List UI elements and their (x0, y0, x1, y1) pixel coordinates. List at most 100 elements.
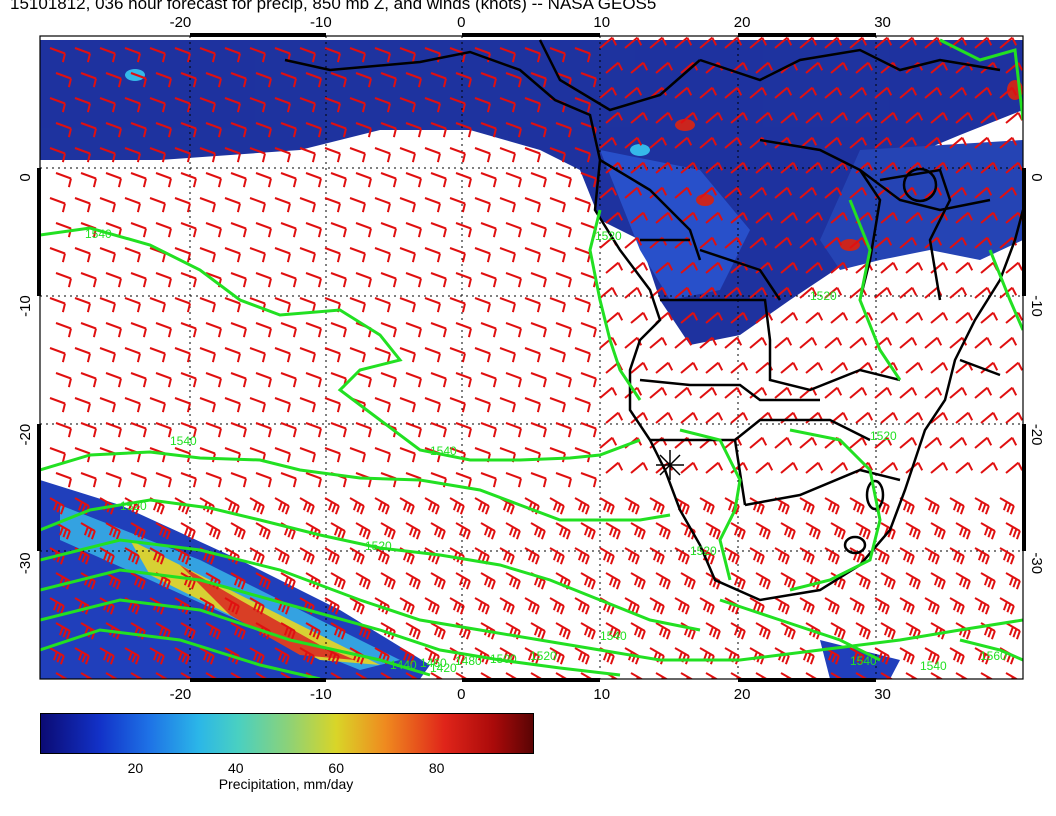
wind-barb (280, 272, 297, 288)
wind-barb (399, 297, 416, 313)
wind-barb (349, 247, 366, 263)
wind-barb (505, 172, 522, 188)
wind-barb (830, 261, 849, 274)
wind-barb (730, 461, 749, 474)
wind-barb (949, 547, 965, 565)
contour-label: 1540 (850, 654, 877, 668)
wind-barb (474, 497, 490, 515)
wind-barb (399, 247, 416, 263)
wind-barb (405, 72, 422, 88)
wind-barb (330, 572, 346, 590)
wind-barb (605, 211, 624, 224)
wind-barb (480, 672, 494, 679)
wind-barb (105, 422, 122, 438)
wind-barb (724, 497, 740, 515)
wind-barb (580, 372, 597, 388)
wind-barb (674, 547, 690, 565)
wind-barb (680, 111, 699, 124)
wind-barb (455, 122, 472, 138)
wind-barb (174, 547, 190, 565)
wind-barb (355, 572, 371, 590)
wind-barb (755, 572, 771, 590)
wind-barb (449, 147, 466, 163)
wind-barb (155, 522, 171, 540)
wind-barb (830, 311, 849, 324)
wind-barb (824, 236, 843, 249)
wind-barb (874, 36, 893, 49)
wind-barb (49, 597, 65, 615)
wind-barb (880, 111, 899, 124)
wind-barb (605, 111, 624, 124)
wind-barb (874, 647, 890, 665)
wind-barb (574, 97, 591, 113)
wind-barb (330, 272, 347, 288)
wind-barb (880, 311, 899, 324)
wind-barb (455, 422, 472, 438)
wind-barb (624, 236, 643, 249)
wind-barb (349, 647, 365, 665)
wind-barb (455, 172, 472, 188)
wind-barb (849, 336, 868, 349)
wind-barb (880, 672, 894, 679)
wind-barb (480, 72, 497, 88)
wind-barb (699, 136, 718, 149)
wind-barb (80, 72, 97, 88)
wind-barb (605, 572, 621, 590)
precipitation-colorbar (40, 713, 534, 754)
wind-barb (680, 311, 699, 324)
wind-barb (530, 72, 547, 88)
wind-barb (224, 47, 241, 63)
wind-barb (855, 672, 869, 679)
wind-barb (630, 461, 649, 474)
wind-barb (380, 122, 397, 138)
wind-barb (49, 347, 66, 363)
wind-barb (55, 272, 72, 288)
wind-barb (555, 272, 572, 288)
wind-barb (180, 422, 197, 438)
wind-barb (55, 672, 69, 679)
wind-barb (280, 422, 297, 438)
wind-barb (299, 147, 316, 163)
wind-barb (274, 147, 291, 163)
wind-barb (699, 86, 718, 99)
wind-barb (480, 322, 497, 338)
wind-barb (1025, 598, 1039, 614)
wind-barb (774, 186, 793, 199)
wind-barb (555, 472, 572, 488)
wind-barb (49, 497, 65, 515)
wind-barb (805, 161, 824, 174)
wind-barb (180, 372, 197, 388)
wind-barb (930, 61, 949, 74)
wind-barb (624, 136, 643, 149)
wind-barb (699, 186, 718, 199)
wind-barb (830, 461, 849, 474)
wind-barb (605, 522, 621, 540)
wind-barb (405, 672, 419, 679)
wind-barb (530, 272, 547, 288)
wind-barb (155, 572, 171, 590)
wind-barb (105, 372, 122, 388)
wind-barb (249, 597, 265, 615)
wind-barb (74, 147, 91, 163)
wind-barb (174, 597, 190, 615)
colorbar-tick-label: 80 (428, 760, 445, 776)
wind-barb (805, 211, 824, 224)
wind-barb (549, 397, 566, 413)
wind-barb (899, 497, 915, 515)
wind-barb (830, 61, 849, 74)
wind-barb (774, 36, 793, 49)
wind-barb (305, 322, 322, 338)
wind-barb (330, 72, 347, 88)
wind-barb (624, 36, 643, 49)
wind-barb (874, 597, 890, 615)
wind-barb (230, 372, 247, 388)
wind-barb (449, 197, 466, 213)
contour-labels: 1540 1520 1540 1540 1520 1520 1540 1520 1500 1480… (85, 227, 1007, 675)
wind-barb (574, 547, 590, 565)
wind-barb (430, 572, 446, 590)
wind-barb (49, 147, 66, 163)
wind-barb (955, 672, 969, 679)
wind-barb (399, 47, 416, 63)
wind-barb (524, 297, 541, 313)
wind-barb (505, 672, 519, 679)
